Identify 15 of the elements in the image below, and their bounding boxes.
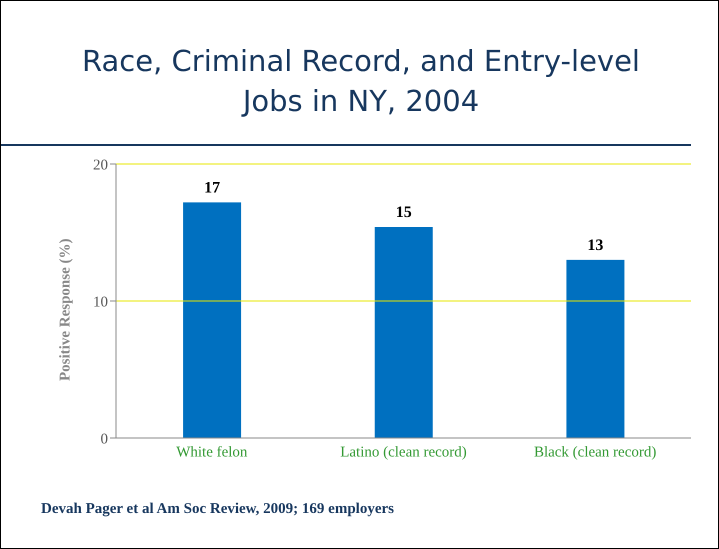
x-tick-label: Latino (clean record) xyxy=(340,444,467,461)
y-tick-label: 0 xyxy=(100,431,108,448)
y-tick-label: 10 xyxy=(93,294,108,310)
bar xyxy=(183,202,242,438)
data-label: 15 xyxy=(396,204,412,222)
x-tick-label: Black (clean record) xyxy=(534,444,656,461)
text: Devah Pager et al Am Soc Review, 2009; 169 employers xyxy=(41,501,394,518)
data-label: 17 xyxy=(204,179,220,196)
chart-title: Race, Criminal Record, and Entry-level Jobs in NY, 2004 xyxy=(81,43,641,120)
y-axis-title: Positive Response (%) xyxy=(57,238,74,381)
x-tick-label: White felon xyxy=(176,444,248,461)
bar xyxy=(374,227,433,438)
data-label: 13 xyxy=(587,236,604,254)
y-tick-label: 20 xyxy=(93,157,108,174)
bar xyxy=(566,260,624,438)
